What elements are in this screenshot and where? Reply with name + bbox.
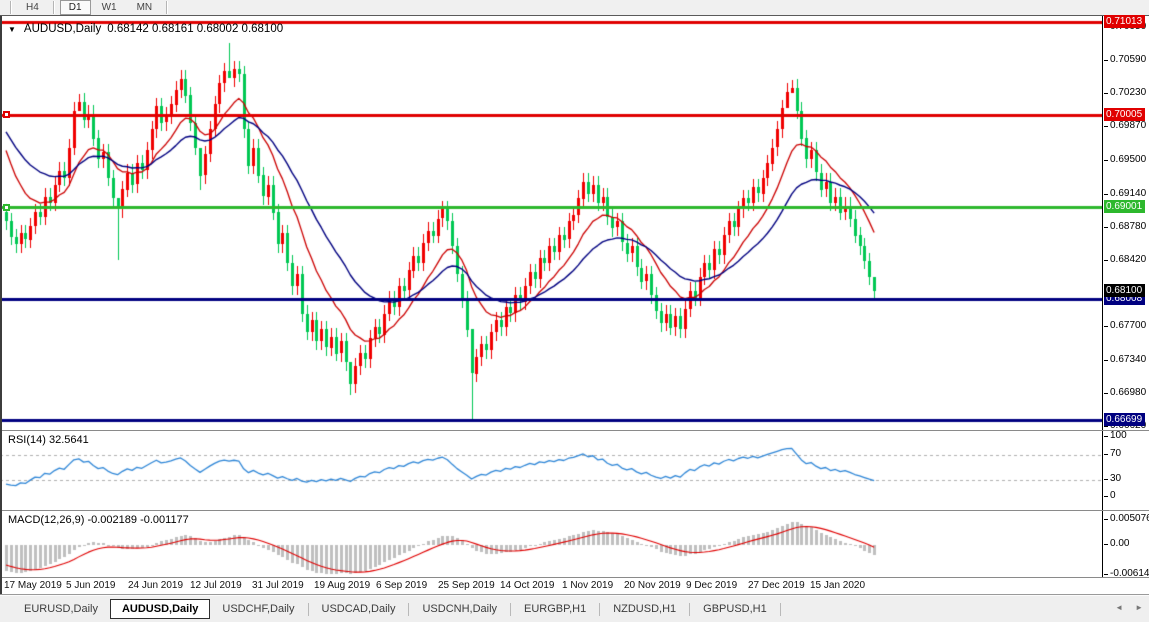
chart-tab-nzdusd[interactable]: NZDUSD,H1 xyxy=(613,603,677,615)
tab-separator xyxy=(599,602,601,616)
macd-axis-tick: 0.005076 xyxy=(1103,513,1149,524)
main-chart-pane: ▼ AUDUSD,Daily 0.68142 0.68161 0.68002 0… xyxy=(0,15,1149,431)
date-axis-label: 14 Oct 2019 xyxy=(500,580,555,591)
price-axis-tick: 0.67340 xyxy=(1103,354,1146,365)
date-axis-label: 20 Nov 2019 xyxy=(624,580,681,591)
date-axis-label: 27 Dec 2019 xyxy=(748,580,805,591)
chart-symbol-label: AUDUSD,Daily xyxy=(23,23,102,35)
date-axis-label: 17 May 2019 xyxy=(4,580,62,591)
rsi-axis-tick: 100 xyxy=(1103,430,1127,441)
tab-scroll-arrows: ◄ ► xyxy=(1115,603,1143,612)
toolbar-separator xyxy=(10,1,12,14)
rsi-axis-tick: 70 xyxy=(1103,448,1121,459)
rsi-axis-tick: 30 xyxy=(1103,473,1121,484)
hline-handle[interactable] xyxy=(3,203,10,211)
chart-ohlc-values: 0.68142 0.68161 0.68002 0.68100 xyxy=(107,23,284,35)
tab-separator xyxy=(510,602,512,616)
date-axis-label: 9 Dec 2019 xyxy=(686,580,738,591)
date-axis-label: 24 Jun 2019 xyxy=(128,580,184,591)
price-badge: 0.71013 xyxy=(1104,15,1146,28)
chart-tab-usdcnh[interactable]: USDCNH,Daily xyxy=(422,603,498,615)
pane-separator[interactable] xyxy=(0,430,1149,431)
price-axis-tick: 0.69140 xyxy=(1103,188,1146,199)
pane-separator xyxy=(0,577,1149,578)
symbol-dropdown-icon[interactable]: ▼ xyxy=(8,24,16,34)
date-axis-label: 19 Aug 2019 xyxy=(314,580,371,591)
date-axis-label: 5 Jun 2019 xyxy=(66,580,116,591)
tab-scroll-right-icon[interactable]: ► xyxy=(1135,603,1143,612)
tab-scroll-left-icon[interactable]: ◄ xyxy=(1115,603,1124,612)
chart-tab-eurgbp[interactable]: EURGBP,H1 xyxy=(524,603,587,615)
price-axis-tick: 0.70590 xyxy=(1103,54,1146,65)
macd-axis: 0.005076 0.00 -0.006148 xyxy=(1102,511,1149,579)
chart-tab-gbpusd[interactable]: GBPUSD,H1 xyxy=(703,603,767,615)
date-axis-label: 1 Nov 2019 xyxy=(562,580,614,591)
timeframe-button-h4[interactable]: H4 xyxy=(26,2,39,13)
toolbar-separator xyxy=(52,1,55,14)
chart-window-left-border xyxy=(0,16,2,594)
timeframe-button-mn[interactable]: MN xyxy=(136,2,153,13)
macd-chart-canvas[interactable] xyxy=(0,511,1102,577)
price-badge: 0.68100 xyxy=(1104,283,1146,297)
price-axis-tick: 0.70230 xyxy=(1103,87,1146,98)
toolbar-separator xyxy=(166,1,169,14)
date-axis-label: 15 Jan 2020 xyxy=(810,580,866,591)
price-axis-tick: 0.69870 xyxy=(1103,120,1146,131)
tab-separator xyxy=(307,602,309,616)
timeframe-button-w1[interactable]: W1 xyxy=(101,2,117,13)
chart-title: ▼ AUDUSD,Daily 0.68142 0.68161 0.68002 0… xyxy=(8,23,283,35)
timeframe-toolbar: H4 D1 W1 MN xyxy=(0,0,1149,15)
price-axis-tick: 0.67700 xyxy=(1103,320,1146,331)
price-badge: 0.69001 xyxy=(1104,200,1146,214)
date-axis: 17 May 2019 5 Jun 2019 24 Jun 2019 12 Jul 2… xyxy=(0,578,1149,594)
price-axis: 0.709500.705900.702300.698700.695000.691… xyxy=(1102,15,1149,431)
chart-tab-bar: EURUSD,Daily AUDUSD,Daily USDCHF,Daily USDC… xyxy=(0,595,1149,622)
price-axis-tick: 0.66980 xyxy=(1103,387,1146,398)
tab-separator xyxy=(779,602,781,616)
price-axis-tick: 0.68780 xyxy=(1103,221,1146,232)
timeframe-button-d1[interactable]: D1 xyxy=(59,0,91,15)
rsi-label: RSI(14) 32.5641 xyxy=(8,434,89,446)
macd-pane: MACD(12,26,9) -0.002189 -0.001177 0.0050… xyxy=(0,511,1149,579)
chart-tab-audusd[interactable]: AUDUSD,Daily xyxy=(109,599,211,619)
rsi-axis-tick: 0 xyxy=(1103,490,1116,501)
chart-window-top-border xyxy=(0,15,1149,16)
macd-axis-tick: 0.00 xyxy=(1103,538,1129,549)
chart-shift-marker-icon[interactable] xyxy=(1071,32,1083,40)
rsi-axis: 100 70 30 0 xyxy=(1102,430,1149,510)
macd-axis-tick: -0.006148 xyxy=(1103,568,1149,579)
tabbar-top-border xyxy=(0,594,1149,595)
chart-tab-usdchf[interactable]: USDCHF,Daily xyxy=(222,603,295,615)
tab-separator xyxy=(408,602,410,616)
price-badge: 0.70005 xyxy=(1104,107,1146,121)
date-axis-label: 6 Sep 2019 xyxy=(376,580,428,591)
hline-handle[interactable] xyxy=(3,111,10,119)
price-badge: 0.66699 xyxy=(1104,412,1146,426)
pane-separator[interactable] xyxy=(0,510,1149,511)
date-axis-label: 12 Jul 2019 xyxy=(190,580,242,591)
macd-label: MACD(12,26,9) -0.002189 -0.001177 xyxy=(8,514,189,526)
rsi-chart-canvas[interactable] xyxy=(0,431,1102,510)
chart-tab-usdcad[interactable]: USDCAD,Daily xyxy=(321,603,396,615)
price-axis-tick: 0.69500 xyxy=(1103,154,1146,165)
price-axis-tick: 0.68420 xyxy=(1103,254,1146,265)
rsi-pane: RSI(14) 32.5641 100 70 30 0 xyxy=(0,430,1149,510)
date-axis-label: 25 Sep 2019 xyxy=(438,580,495,591)
tab-separator xyxy=(689,602,691,616)
chart-tab-eurusd[interactable]: EURUSD,Daily xyxy=(24,603,98,615)
date-axis-label: 31 Jul 2019 xyxy=(252,580,304,591)
price-chart-canvas[interactable] xyxy=(0,16,1102,430)
